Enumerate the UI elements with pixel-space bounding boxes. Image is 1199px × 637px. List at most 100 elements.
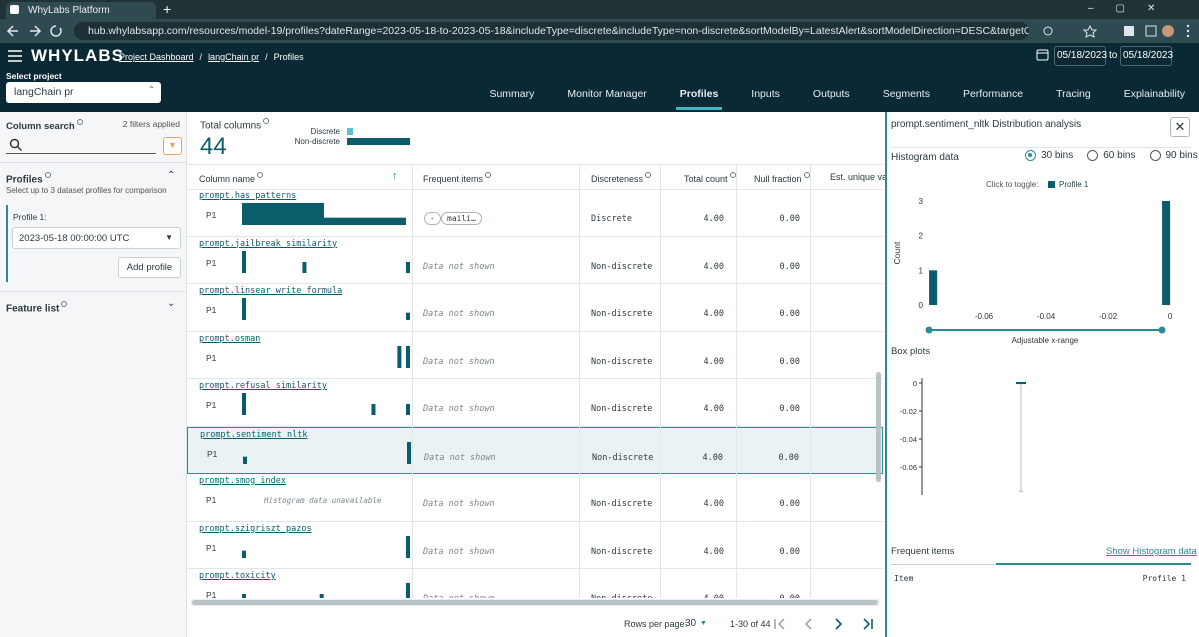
help-icon[interactable] [61,301,68,307]
range-handle[interactable] [1158,326,1166,334]
table-row[interactable]: prompt.smog_index P1 Histogram data unavai… [187,474,883,522]
date-from[interactable]: 05/18/2023 [1054,46,1107,66]
nav-tab[interactable]: Tracing [1056,88,1091,100]
browser-tab[interactable]: WhyLabs Platform [6,2,156,19]
table-row[interactable]: prompt.jailbreak_similarity P1 Data not sh… [187,237,883,284]
help-icon[interactable] [485,172,492,178]
table-row[interactable]: prompt.osman P1 Data not shown Non-discrete… [187,332,883,379]
histogram-bar [1162,201,1171,305]
show-histogram-link[interactable]: Show Histogram data [1106,546,1197,557]
total-columns-value: 44 [200,133,227,160]
table-row[interactable]: prompt.has_patterns P1 - maili… Discrete 4.00… [187,190,883,237]
column-name[interactable]: prompt.sentiment_nltk [200,429,308,440]
breadcrumb[interactable]: langChain pr [208,52,260,62]
help-icon[interactable] [257,172,264,178]
bin-option[interactable]: 30 bins [1025,150,1073,161]
histogram-bar [242,203,324,225]
browser-toolbar[interactable] [1038,22,1198,40]
range-handle[interactable] [925,326,933,334]
close-button[interactable]: ✕ [1170,117,1190,137]
radio[interactable] [1025,150,1036,161]
pager-buttons[interactable] [772,616,882,632]
column-name[interactable]: prompt.linsear_write_formula [199,286,343,296]
date-to[interactable]: 05/18/2023 [1120,46,1173,66]
table-row[interactable]: prompt.toxicity P1 Data not shown Non-discr… [187,569,883,598]
column-header[interactable]: Column name [199,172,264,184]
column-header[interactable]: Discreteness [591,172,652,184]
bin-option[interactable]: 90 bins [1149,150,1198,161]
legend-swatch[interactable] [1048,181,1055,188]
new-tab-icon[interactable]: + [163,1,172,17]
nav-tab[interactable]: Inputs [751,88,780,100]
help-icon[interactable] [645,172,652,178]
filter-button[interactable]: ▼ [163,137,182,155]
column-name[interactable]: prompt.has_patterns [199,191,297,201]
frequent-note: Data not shown [423,261,495,272]
frequent-chip[interactable]: maili… [441,212,482,225]
column-name[interactable]: prompt.jailbreak_similarity [199,238,338,249]
nav-tab[interactable]: Performance [962,88,1024,100]
radio[interactable] [1149,150,1161,161]
sort-icon[interactable]: ↑ [392,170,398,182]
add-profile-button[interactable]: Add profile [118,257,181,278]
y-tick-label: -0.02 [900,407,917,416]
url[interactable]: hub.whylabsapp.com/resources/model-19/pr… [74,22,1029,40]
histogram-bar [302,261,307,273]
rows-dropdown-arrow[interactable]: ▼ [700,620,707,627]
column-name[interactable]: prompt.osman [199,333,261,344]
h-scrollbar[interactable] [190,599,880,606]
v-scrollbar[interactable] [876,372,881,482]
help-icon[interactable] [76,119,83,125]
nav-tab[interactable]: Monitor Manager [567,88,647,100]
column-header[interactable]: Total count [684,172,736,184]
window-controls[interactable]: –▢✕ [1088,3,1178,14]
column-name[interactable]: prompt.smog_index [199,476,286,486]
y-tick-label: 0 [919,301,924,310]
filters-applied[interactable]: 2 filters applied [122,119,180,129]
nav-tab[interactable]: Profiles [675,83,722,110]
frequent-note: Data not shown [424,452,496,463]
feature-list-text: Feature list [6,303,60,315]
rows-per-page[interactable]: 30 [685,618,697,629]
feature-list-title[interactable]: Feature list [6,301,68,315]
nav-tab[interactable]: Summary [489,88,535,100]
bin-option[interactable]: 60 bins [1087,150,1136,161]
column-name[interactable]: prompt.refusal_similarity [199,381,327,391]
crumb-separator: / [265,52,268,62]
help-icon[interactable] [729,172,736,178]
profile-tag: P1 [206,590,217,598]
column-header[interactable]: Null fraction [754,172,810,184]
nav-buttons[interactable] [6,22,66,40]
table-row[interactable]: prompt.refusal_similarity P1 Data not show… [187,379,883,427]
radio[interactable] [1087,150,1099,161]
expand-icon[interactable]: ⌄ [167,298,176,309]
menu-icon[interactable] [8,50,22,62]
search-input[interactable] [6,135,156,154]
table-row[interactable]: prompt.sentiment_nltk P1 Data not shown Non… [187,426,883,474]
frequent-note: Data not shown [423,546,495,557]
table-header [187,164,883,190]
table-row[interactable]: prompt.linsear_write_formula P1 Data not s… [187,284,883,332]
nav-tab[interactable]: Outputs [812,88,850,100]
calendar-icon[interactable] [1036,48,1050,62]
breadcrumb[interactable]: Project Dashboard [119,52,194,62]
nav-tab[interactable]: Explainability [1123,88,1185,100]
logo[interactable]: WHYLABS [31,46,124,65]
help-icon[interactable] [44,172,51,178]
column-header[interactable]: Frequent items [423,172,492,184]
scroll-thumb[interactable] [192,600,878,605]
legend-label[interactable]: Profile 1 [1059,180,1089,189]
breadcrumb[interactable]: Profiles [273,52,304,62]
table-row[interactable]: prompt.szigriszt_pazos P1 Data not shown No… [187,522,883,569]
help-icon[interactable] [803,172,810,178]
profile-select[interactable]: 2023-05-18 00:00:00 UTC ▼ [12,227,181,249]
column-name[interactable]: prompt.toxicity [199,571,276,581]
project-select[interactable]: langChain pr ⌃ [6,82,161,103]
collapse-icon[interactable]: ⌃ [167,170,176,181]
column-header[interactable]: Est. unique va [830,172,887,182]
frequent-chip[interactable]: - [424,212,441,225]
divider [0,291,187,292]
column-name[interactable]: prompt.szigriszt_pazos [199,523,312,534]
nav-tab[interactable]: Segments [882,88,930,100]
help-icon[interactable] [263,118,270,124]
